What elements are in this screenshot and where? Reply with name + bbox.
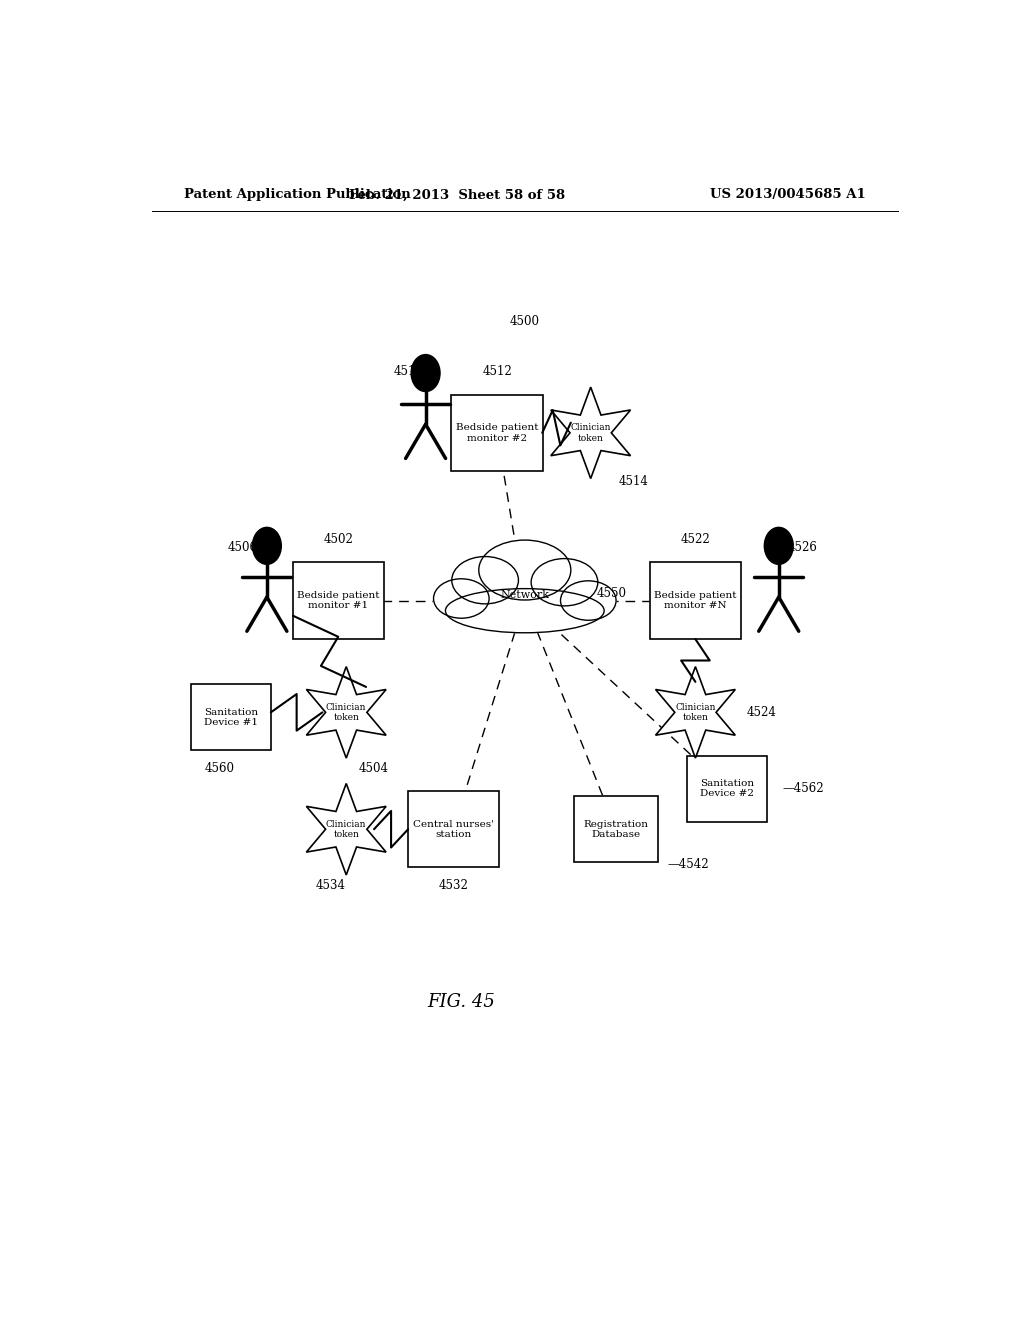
Circle shape <box>764 528 794 565</box>
Circle shape <box>412 355 440 392</box>
Text: 4502: 4502 <box>324 533 353 546</box>
Text: 4532: 4532 <box>438 879 468 891</box>
Text: Sanitation
Device #2: Sanitation Device #2 <box>700 779 755 799</box>
Text: Bedside patient
monitor #2: Bedside patient monitor #2 <box>456 424 539 442</box>
Text: 4522: 4522 <box>681 533 711 546</box>
Text: 4526: 4526 <box>787 541 817 554</box>
Text: 4504: 4504 <box>359 762 389 775</box>
Text: 4534: 4534 <box>315 879 345 891</box>
Ellipse shape <box>445 589 604 632</box>
FancyBboxPatch shape <box>293 562 384 639</box>
Ellipse shape <box>433 578 489 618</box>
Text: Patent Application Publication: Patent Application Publication <box>183 189 411 202</box>
Polygon shape <box>551 387 631 479</box>
FancyBboxPatch shape <box>191 684 270 751</box>
Text: 4514: 4514 <box>618 475 648 488</box>
Text: Clinician
token: Clinician token <box>570 424 611 442</box>
FancyBboxPatch shape <box>650 562 741 639</box>
Polygon shape <box>306 784 386 875</box>
Text: Central nurses'
station: Central nurses' station <box>413 820 494 840</box>
Ellipse shape <box>452 557 518 603</box>
FancyBboxPatch shape <box>408 791 499 867</box>
Polygon shape <box>306 667 386 758</box>
Circle shape <box>253 528 282 565</box>
FancyBboxPatch shape <box>574 796 657 862</box>
FancyBboxPatch shape <box>687 755 767 821</box>
Text: 4524: 4524 <box>748 706 777 719</box>
Text: 4516: 4516 <box>393 366 423 379</box>
Text: Clinician
token: Clinician token <box>675 702 716 722</box>
Text: Registration
Database: Registration Database <box>584 820 648 840</box>
FancyBboxPatch shape <box>452 395 543 471</box>
Ellipse shape <box>479 540 570 601</box>
Ellipse shape <box>531 558 598 606</box>
Text: FIG. 45: FIG. 45 <box>427 993 496 1011</box>
Text: 4550: 4550 <box>596 587 627 599</box>
Text: US 2013/0045685 A1: US 2013/0045685 A1 <box>711 189 866 202</box>
Text: Clinician
token: Clinician token <box>326 702 367 722</box>
Text: 4512: 4512 <box>482 366 512 379</box>
Text: Feb. 21, 2013  Sheet 58 of 58: Feb. 21, 2013 Sheet 58 of 58 <box>349 189 565 202</box>
Ellipse shape <box>560 581 616 620</box>
Text: 4506: 4506 <box>228 541 258 554</box>
Polygon shape <box>655 667 735 758</box>
Text: Network: Network <box>501 590 549 601</box>
Text: Bedside patient
monitor #1: Bedside patient monitor #1 <box>297 591 380 610</box>
Text: 4560: 4560 <box>204 762 234 775</box>
Text: —4562: —4562 <box>782 781 824 795</box>
Text: Clinician
token: Clinician token <box>326 820 367 840</box>
Text: Bedside patient
monitor #N: Bedside patient monitor #N <box>654 591 736 610</box>
Text: Sanitation
Device #1: Sanitation Device #1 <box>204 708 258 727</box>
Text: 4500: 4500 <box>510 314 540 327</box>
Text: —4542: —4542 <box>668 858 710 871</box>
